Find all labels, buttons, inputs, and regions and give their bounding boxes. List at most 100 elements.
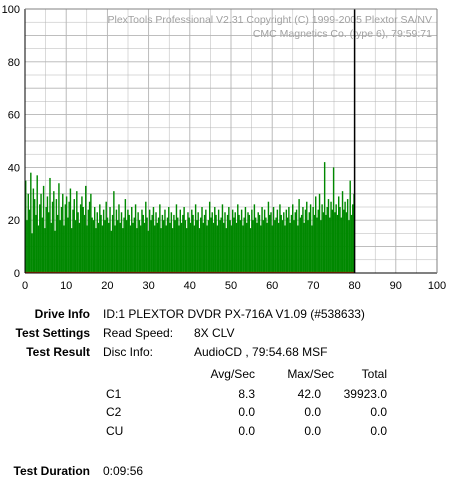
- c1-bar: [251, 209, 253, 273]
- c1-bar: [110, 230, 113, 273]
- c1-bar: [215, 214, 217, 273]
- c1-bar: [59, 220, 61, 273]
- c1-bar: [146, 217, 148, 273]
- c1-bar: [344, 201, 346, 273]
- c1-bar: [56, 214, 59, 273]
- c1-bar: [304, 209, 307, 273]
- c1-bar: [298, 199, 300, 273]
- c1-bar: [226, 214, 229, 273]
- c1-bar: [180, 222, 183, 273]
- c1-bar: [86, 225, 88, 273]
- x-tick-label: 0: [22, 280, 28, 292]
- c1-bar: [254, 217, 257, 273]
- c1-bar: [200, 217, 202, 273]
- c1-bar: [249, 228, 252, 273]
- c1-bar: [302, 207, 304, 273]
- c1-bar: [139, 225, 142, 273]
- c1-bar: [350, 214, 353, 273]
- c1-bar: [192, 214, 194, 273]
- c1-bar: [191, 209, 193, 273]
- c1-bar: [78, 222, 81, 273]
- c1-bar: [242, 225, 244, 273]
- c1-bar: [313, 214, 316, 273]
- c1-bar: [189, 222, 192, 273]
- c1-bar: [54, 230, 56, 273]
- c1-bar: [50, 222, 52, 273]
- c1-bar: [97, 222, 100, 273]
- c1-bar: [119, 222, 121, 273]
- c1-bar: [297, 225, 299, 273]
- x-tick-label: 100: [428, 280, 446, 292]
- c1-bar: [151, 214, 153, 273]
- c1-bar: [261, 207, 263, 273]
- c1-bar: [230, 225, 233, 273]
- c1-bar: [196, 220, 198, 273]
- c1-bar: [90, 193, 92, 273]
- read-speed-label: Read Speed:: [103, 326, 174, 340]
- y-tick-label: 80: [8, 57, 20, 69]
- c1-bar: [197, 212, 199, 273]
- c1-bar: [68, 201, 70, 273]
- c1-bar: [214, 207, 216, 273]
- c1-bar: [331, 209, 334, 273]
- c1-bar: [150, 220, 152, 273]
- c1-bar: [100, 214, 102, 273]
- c1-bar: [41, 217, 44, 273]
- c1-bar: [281, 220, 284, 273]
- c1-bar: [225, 228, 227, 273]
- c1-bar: [114, 225, 116, 273]
- c1-bar: [136, 228, 138, 273]
- c1-bar: [177, 217, 179, 273]
- x-tick-label: 90: [390, 280, 402, 292]
- test-duration-label: Test Duration: [13, 464, 90, 478]
- c1-bar: [253, 204, 256, 273]
- c1-bar: [161, 214, 164, 273]
- c1-bar: [334, 212, 336, 273]
- c1-bar: [234, 212, 236, 273]
- c1-bar: [42, 185, 45, 273]
- c1-bar: [337, 196, 340, 273]
- c1-bar: [332, 167, 335, 273]
- read-speed-value: 8X CLV: [194, 326, 235, 340]
- c1-bar: [49, 177, 51, 273]
- c1-bar: [307, 220, 309, 273]
- c1-bar: [156, 222, 159, 273]
- c1-bar: [346, 199, 349, 273]
- c1-bar: [74, 220, 77, 273]
- c1-bar: [152, 207, 155, 273]
- c1-bar: [131, 207, 133, 273]
- c1-bar: [79, 204, 82, 273]
- c1-bar: [300, 214, 303, 273]
- c1-bar: [211, 212, 213, 273]
- c1-bar: [270, 212, 272, 273]
- c1-bar: [352, 204, 354, 273]
- c1-bar: [154, 225, 156, 273]
- c1-bar: [92, 220, 95, 273]
- c1-bar: [93, 207, 96, 273]
- c1-bar: [169, 222, 171, 273]
- c1-bar: [106, 217, 109, 273]
- c1-bar: [276, 209, 279, 273]
- row-c2-name: C2: [106, 405, 122, 419]
- c1-bar: [108, 222, 110, 273]
- c1-bar: [201, 207, 203, 273]
- c1-bar: [124, 199, 127, 273]
- c1-bar: [46, 196, 49, 273]
- c1-bar: [292, 204, 294, 273]
- c1-bar: [99, 204, 101, 273]
- c1-bar: [174, 220, 176, 273]
- disc-info-value: AudioCD , 79:54.68 MSF: [194, 345, 328, 359]
- c1-bar: [36, 175, 38, 273]
- c1-bar: [81, 196, 83, 273]
- c1-bar: [148, 209, 151, 273]
- c1-bar: [203, 214, 206, 273]
- test-result-label: Test Result: [26, 345, 90, 359]
- row-cu-total: 0.0: [370, 424, 387, 438]
- c1-bar: [134, 204, 137, 273]
- c1-bar: [170, 212, 173, 273]
- c1-bar: [260, 225, 262, 273]
- c1-bar: [262, 220, 265, 273]
- c1-bar: [77, 212, 79, 273]
- c1-bar: [316, 217, 318, 273]
- c1-bar: [183, 207, 185, 273]
